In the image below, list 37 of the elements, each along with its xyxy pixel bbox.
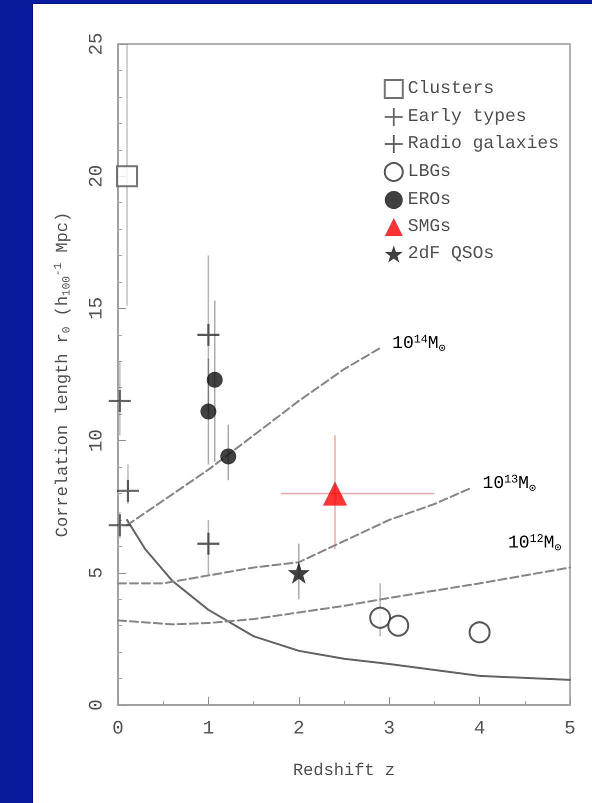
point [116, 165, 138, 188]
x-tick-label: 3 [383, 718, 395, 740]
point [322, 481, 347, 506]
y-tick-label: 0 [86, 699, 108, 711]
point [200, 404, 216, 420]
y-tick-label: 10 [86, 429, 108, 452]
point [116, 480, 139, 502]
y-tick-label: 5 [86, 567, 108, 579]
point [108, 514, 131, 536]
legend-label: LBGs [408, 162, 451, 182]
x-tick-label: 2 [293, 718, 305, 740]
legend-label: 2dF QSOs [408, 244, 494, 264]
point [108, 390, 131, 412]
point [197, 532, 220, 555]
point [197, 324, 220, 346]
point [468, 621, 491, 644]
x-tick-label: 0 [112, 718, 124, 740]
point [288, 562, 310, 584]
legend-label: Radio galaxies [408, 134, 560, 154]
x-axis-title: Redshift z [292, 762, 396, 781]
point [387, 614, 410, 637]
point [369, 606, 392, 629]
legend-label: Clusters [408, 79, 494, 99]
point [220, 448, 236, 464]
x-tick-label: 4 [474, 718, 486, 740]
x-tick-label: 5 [564, 718, 576, 740]
legend-label: EROs [408, 190, 451, 210]
x-tick-label: 1 [202, 718, 214, 740]
line-series [117, 487, 472, 584]
y-tick-label: 25 [86, 32, 108, 56]
y-axis-title: Correlation length r0 (h100-1 Mpc) [53, 212, 74, 538]
line-series [117, 566, 571, 626]
legend-label: Early types [408, 107, 527, 127]
point [206, 372, 223, 388]
y-tick-label: 15 [86, 296, 108, 320]
legend-label: SMGs [408, 217, 451, 237]
y-tick-label: 20 [86, 164, 108, 188]
